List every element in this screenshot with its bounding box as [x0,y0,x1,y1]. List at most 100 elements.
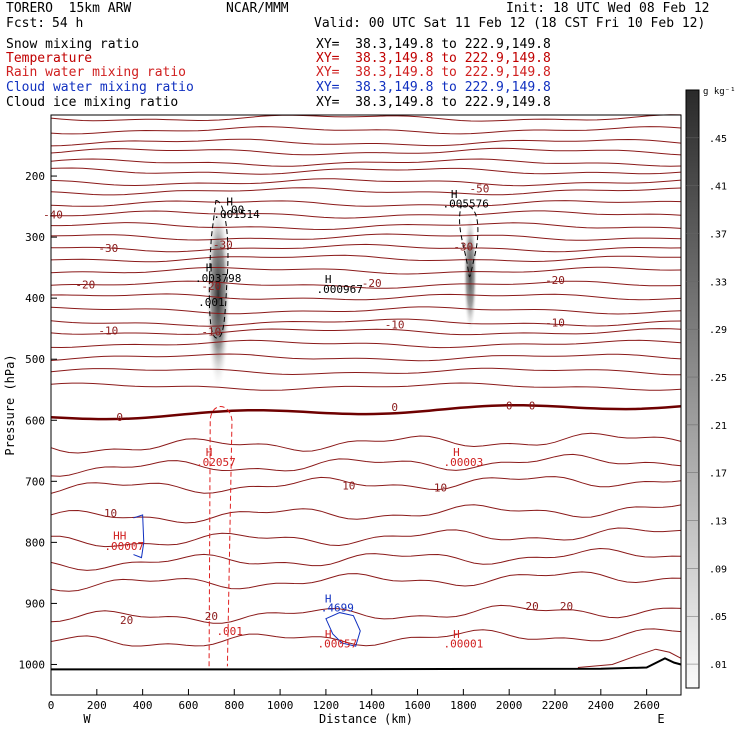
zero-isotherm-line [50,404,682,421]
isotherm-line [50,254,682,263]
field-name-temperature: Temperature [6,51,93,66]
max-value-label: .00 [224,204,244,217]
isotherm-line [50,167,682,175]
valid-time: Valid: 00 UTC Sat 11 Feb 12 (18 CST Fri … [314,16,706,31]
isotherm-label: 0 [529,400,536,413]
max-value-label: H [206,262,213,275]
x-tick-label: 600 [179,699,199,712]
isotherm-label: -20 [75,279,95,292]
y-tick-label: 800 [25,536,45,549]
isotherm-line [50,318,682,327]
max-value-label: HH [113,530,126,543]
ice-contour-west [208,199,229,339]
isotherm-line [50,147,682,156]
isotherm-line [50,306,682,315]
max-value-label: .4699 [321,602,354,615]
x-tick-label: 0 [48,699,55,712]
colorbar-label: .05 [709,612,727,623]
field-name-rain: Rain water mixing ratio [6,65,187,80]
org-title: NCAR/MMM [226,1,289,16]
y-tick-label: 500 [25,353,45,366]
max-value-label: H [325,593,332,606]
max-value-label: .00001 [443,638,483,651]
max-value-label: H [325,273,332,286]
model-title: TORERO 15km ARW [6,1,132,16]
isotherm-line [50,432,682,454]
terrain-line [51,657,682,671]
isotherm-line [51,222,682,231]
colorbar-label: .37 [709,230,727,241]
max-value-label: H [453,628,460,641]
x-tick-label: 1600 [404,699,431,712]
isotherm-label: -10 [385,318,405,331]
colorbar-unit: g kg⁻¹ [703,87,736,97]
isotherm-label: 10 [434,481,447,494]
isotherm-line [50,158,682,167]
isotherm-line [50,453,682,477]
isotherm-label: -10 [545,317,565,330]
forecast-hour: 54 h [52,16,84,31]
colorbar-label: .33 [709,277,727,288]
plot-frame [50,114,682,696]
isotherm-line [50,293,682,301]
max-value-label: H [451,188,458,201]
isotherm-label: -30 [213,238,233,251]
max-value-label: .005576 [442,198,488,211]
max-value-label: .001 [198,296,225,309]
isotherm-label: -50 [469,182,489,195]
isotherm-line [50,328,682,336]
colorbar-label: .29 [709,325,727,336]
isotherm-line [50,547,682,571]
ice-plume-east [463,213,478,334]
ice-contour-east [459,205,479,278]
isotherm-label: -20 [545,274,565,287]
y-tick-label: 700 [25,475,45,488]
isotherm-label: 20 [560,600,573,613]
isotherm-line [50,476,682,494]
max-value-label: H [226,196,233,209]
isotherm-line [50,138,682,147]
colorbar-label: .13 [709,517,727,528]
y-axis-label: Pressure (hPa) [3,354,17,455]
field-name-snow: Snow mixing ratio [6,37,140,52]
isotherm-label: -30 [98,242,118,255]
x-tick-label: 1800 [450,699,477,712]
isotherm-line [50,210,682,219]
y-tick-label: 400 [25,292,45,305]
max-value-label: .00003 [443,456,483,469]
forecast-label: Fcst: [6,16,46,31]
x-tick-label: 2600 [633,699,660,712]
isotherm-line [50,527,682,548]
isotherm-line [50,628,682,647]
isotherm-label: 0 [506,400,513,413]
colorbar-label: .21 [709,421,727,432]
colorbar-label: .41 [709,182,727,193]
max-value-label: .00007 [104,540,144,553]
y-tick-label: 300 [25,231,45,244]
isotherm-line [50,233,682,241]
max-value-label: .001 [216,625,243,638]
isotherm-line [50,266,682,275]
field-xy-rain: XY= 38.3,149.8 to 222.9,149.8 [316,65,551,80]
x-tick-label: 1000 [267,699,294,712]
x-tick-label: 2000 [496,699,523,712]
field-name-cloud-ice: Cloud ice mixing ratio [6,95,179,110]
isotherm-line [50,367,682,376]
isotherm-line [50,571,682,592]
isotherm-label: -10 [201,326,221,339]
isotherm-line [50,382,682,391]
isotherm-label: 0 [391,401,398,414]
field-xy-temperature: XY= 38.3,149.8 to 222.9,149.8 [316,51,551,66]
isotherm-line [51,243,682,253]
x-tick-label: 200 [87,699,107,712]
isotherm-line [50,504,682,524]
x-tick-label: 800 [224,699,244,712]
x-tick-label: 2400 [588,699,615,712]
isotherm-label: -40 [43,209,63,222]
max-value-label: .001514 [213,208,260,221]
field-name-cloud-water: Cloud water mixing ratio [6,80,194,95]
max-value-label: H [325,628,332,641]
isotherm-label: -20 [201,280,221,293]
colorbar-label: .09 [709,564,727,575]
